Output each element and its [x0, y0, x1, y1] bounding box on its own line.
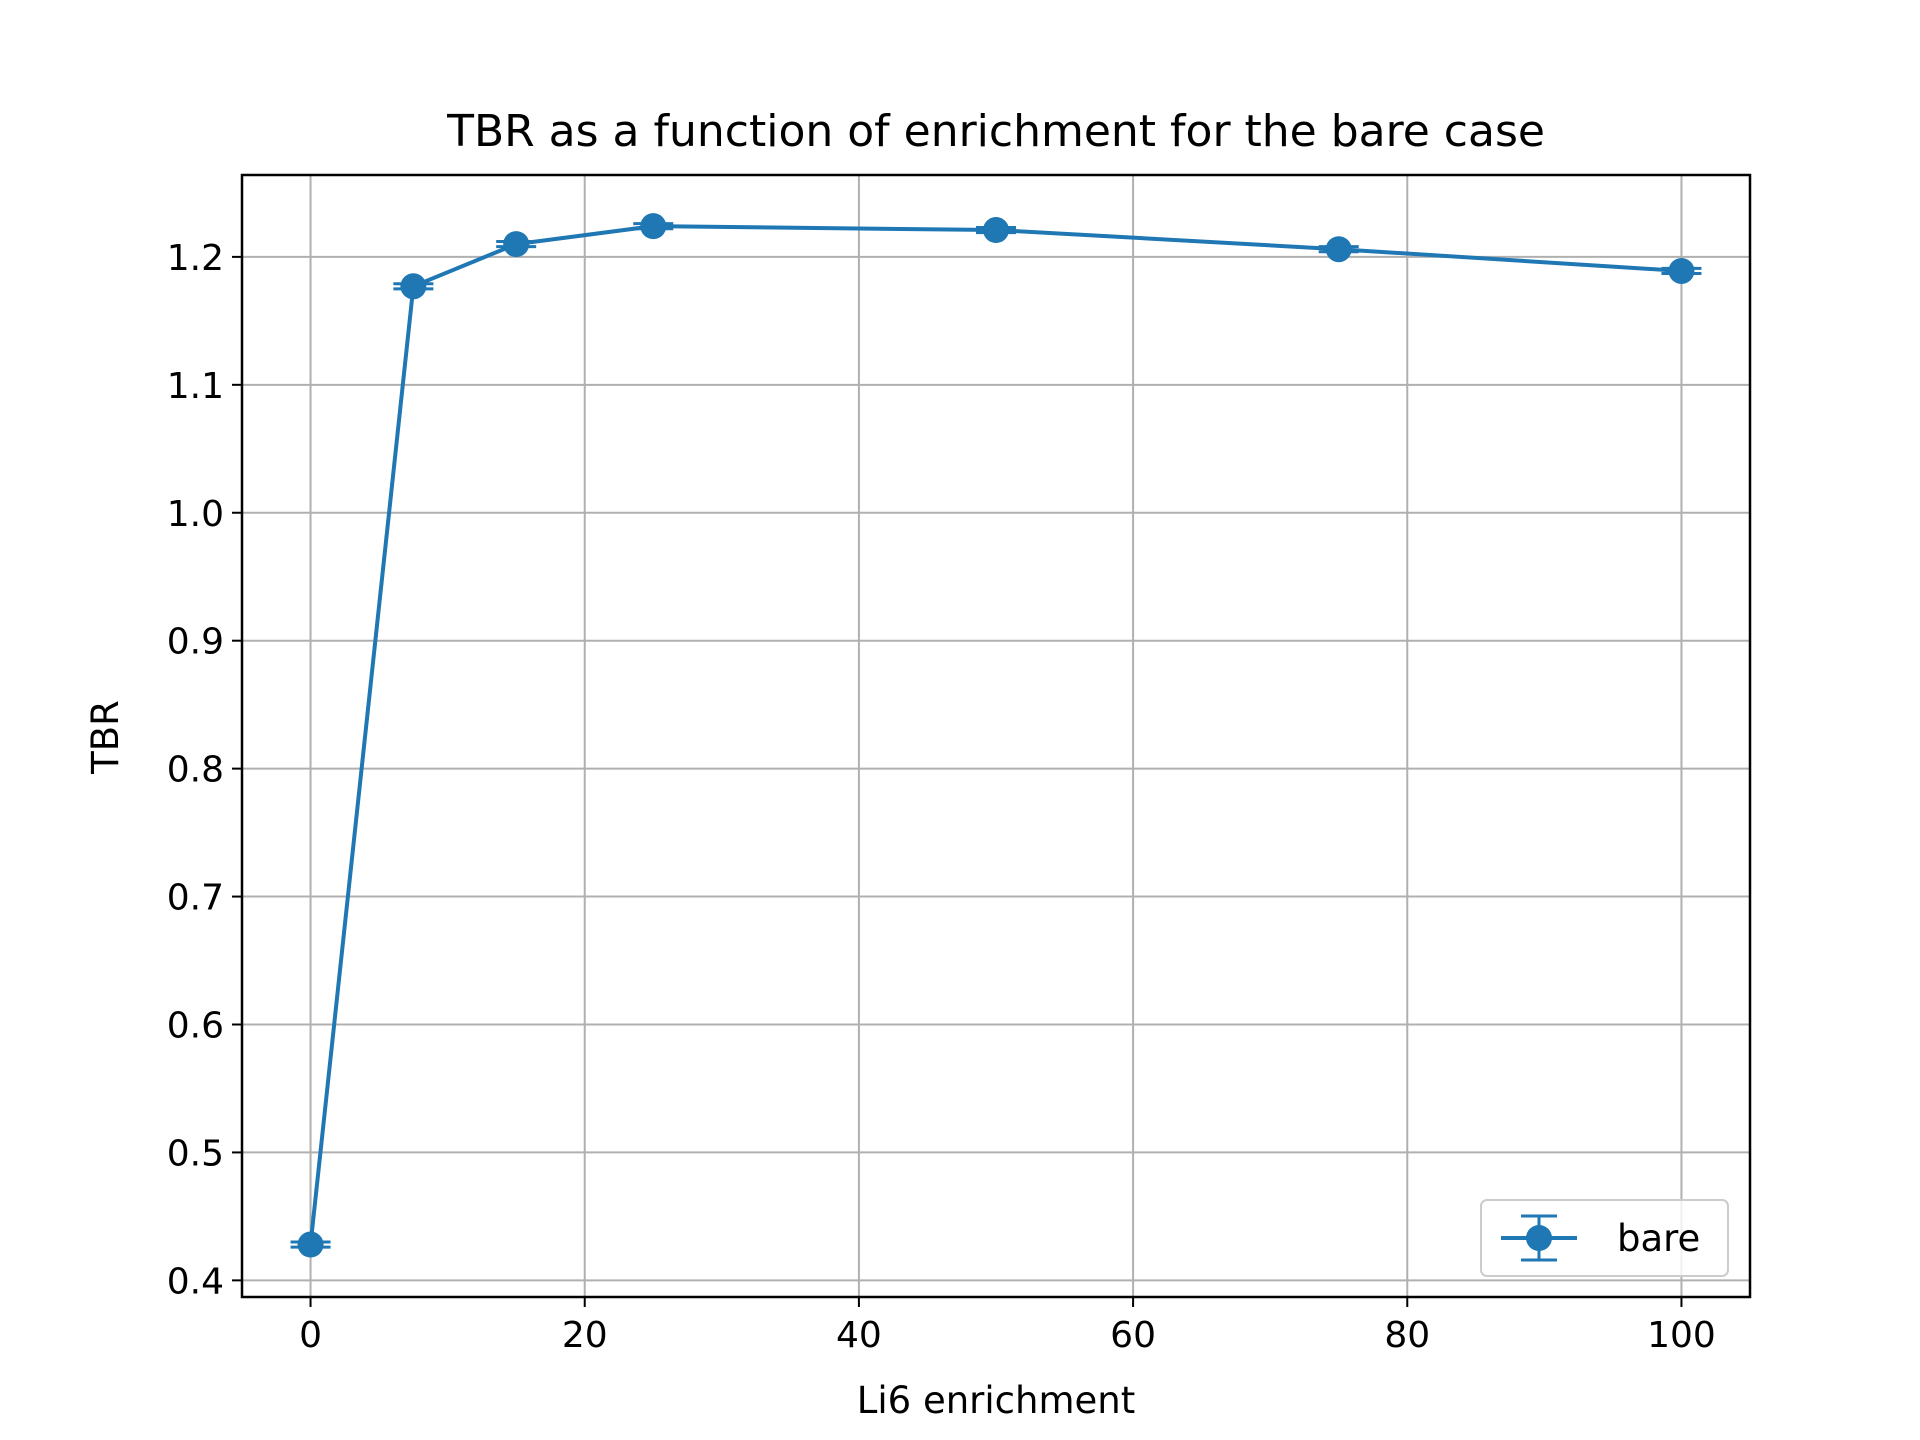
- x-tick-label: 0: [299, 1315, 322, 1356]
- y-tick-label: 0.7: [167, 878, 224, 919]
- x-tick-label: 20: [562, 1315, 608, 1356]
- legend-marker: [1526, 1225, 1552, 1251]
- x-tick-label: 100: [1647, 1315, 1716, 1356]
- plot-frame: [240, 173, 1752, 1299]
- x-tick-label: 60: [1110, 1315, 1156, 1356]
- data-point: [1668, 257, 1695, 284]
- legend-box: [1480, 1199, 1729, 1277]
- y-tick-label: 0.4: [167, 1261, 224, 1302]
- y-axis-label: TBR: [84, 700, 127, 775]
- x-tick-label: 80: [1384, 1315, 1430, 1356]
- chart-title: TBR as a function of enrichment for the …: [446, 106, 1545, 157]
- data-point: [983, 217, 1009, 244]
- x-tick-label: 40: [836, 1315, 882, 1356]
- data-point: [297, 1231, 324, 1258]
- y-tick-label: 0.9: [167, 622, 224, 663]
- y-tick-label: 1.0: [167, 494, 224, 535]
- grid-lines: [242, 175, 1750, 1297]
- y-tick-label: 0.8: [167, 750, 224, 791]
- data-point: [640, 213, 667, 240]
- x-axis-label: Li6 enrichment: [857, 1379, 1135, 1422]
- legend: bare: [1480, 1199, 1729, 1277]
- y-tick-label: 1.2: [167, 238, 224, 279]
- legend-label-bare: bare: [1617, 1217, 1700, 1260]
- data-point: [503, 231, 530, 258]
- axes: 0 20 40 60 80 100 0.4 0.5 0.6 0.7 0.8 0.9 1.0 1.1 1.2: [167, 173, 1752, 1356]
- data-point: [400, 273, 427, 300]
- data-series: [290, 213, 1702, 1258]
- legend-handle: [1501, 1214, 1577, 1262]
- y-tick-label: 1.1: [167, 366, 224, 407]
- data-point: [1325, 236, 1352, 263]
- y-tick-label: 0.5: [167, 1133, 224, 1174]
- y-tick-label: 0.6: [167, 1005, 224, 1046]
